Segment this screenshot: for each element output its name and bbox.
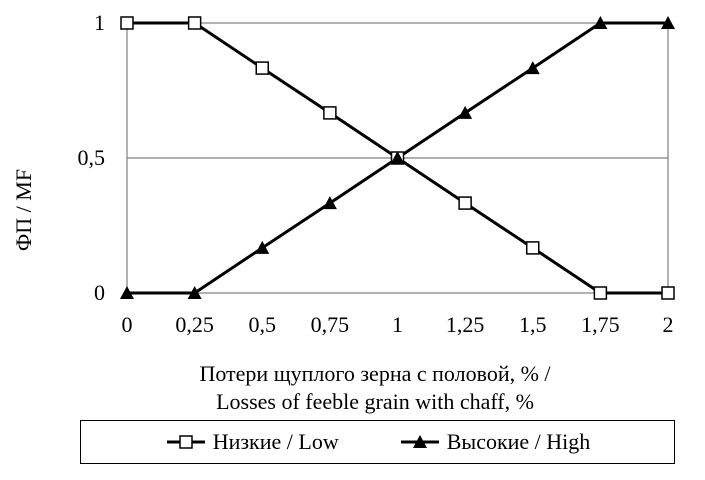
legend-item-low: Низкие / Low [165,429,339,455]
legend-label-low: Низкие / Low [212,429,339,454]
y-tick-label: 0 [94,280,105,305]
data-point-high [661,16,675,29]
y-axis-title: ФП / MF [4,140,44,280]
filled-triangle-marker-icon [400,435,439,448]
legend-label-high: Высокие / High [446,429,591,454]
y-tick-label: 1 [94,10,105,35]
data-point-low [120,16,134,30]
x-axis-title: Потери щуплого зерна с половой, % / Loss… [90,360,660,416]
data-point-high [593,16,608,29]
data-point-high [322,196,337,210]
x-tick-label: 1,75 [581,312,620,337]
data-point-high [255,240,270,254]
tick-labels: 0 0,5 1 0 0,25 0,5 0,75 1 1,25 1,5 1,75 2 [78,10,674,337]
data-point-low [593,286,608,300]
data-point-low [323,106,337,120]
x-tick-label: 0,25 [175,312,214,337]
data-point-low [255,61,269,75]
data-point-high [390,151,405,164]
data-point-low [187,16,202,30]
series-group [120,16,675,300]
x-tick-label: 2 [663,312,674,337]
x-tick-label: 1 [392,312,403,337]
data-point-high [120,286,134,299]
x-tick-label: 0,5 [249,312,277,337]
x-tick-label: 0 [122,312,133,337]
legend-item-high: Высокие / High [399,429,591,455]
data-point-low [526,241,540,255]
x-tick-label: 1,5 [519,312,547,337]
legend: Низкие / Low Высокие / High [80,420,675,464]
data-point-high [525,61,540,75]
x-tick-label: 1,25 [446,312,485,337]
x-axis-title-line1: Потери щуплого зерна с половой, % / [199,361,551,386]
x-axis-title-line2: Losses of feeble grain with chaff, % [216,389,534,414]
y-axis-title-text: ФП / MF [11,168,36,252]
data-point-low [458,196,472,210]
data-point-high [458,105,473,119]
data-point-high [187,286,202,299]
open-square-marker-icon [166,435,205,449]
y-tick-label: 0,5 [78,145,106,170]
data-point-low [661,286,675,300]
x-tick-label: 0,75 [311,312,350,337]
